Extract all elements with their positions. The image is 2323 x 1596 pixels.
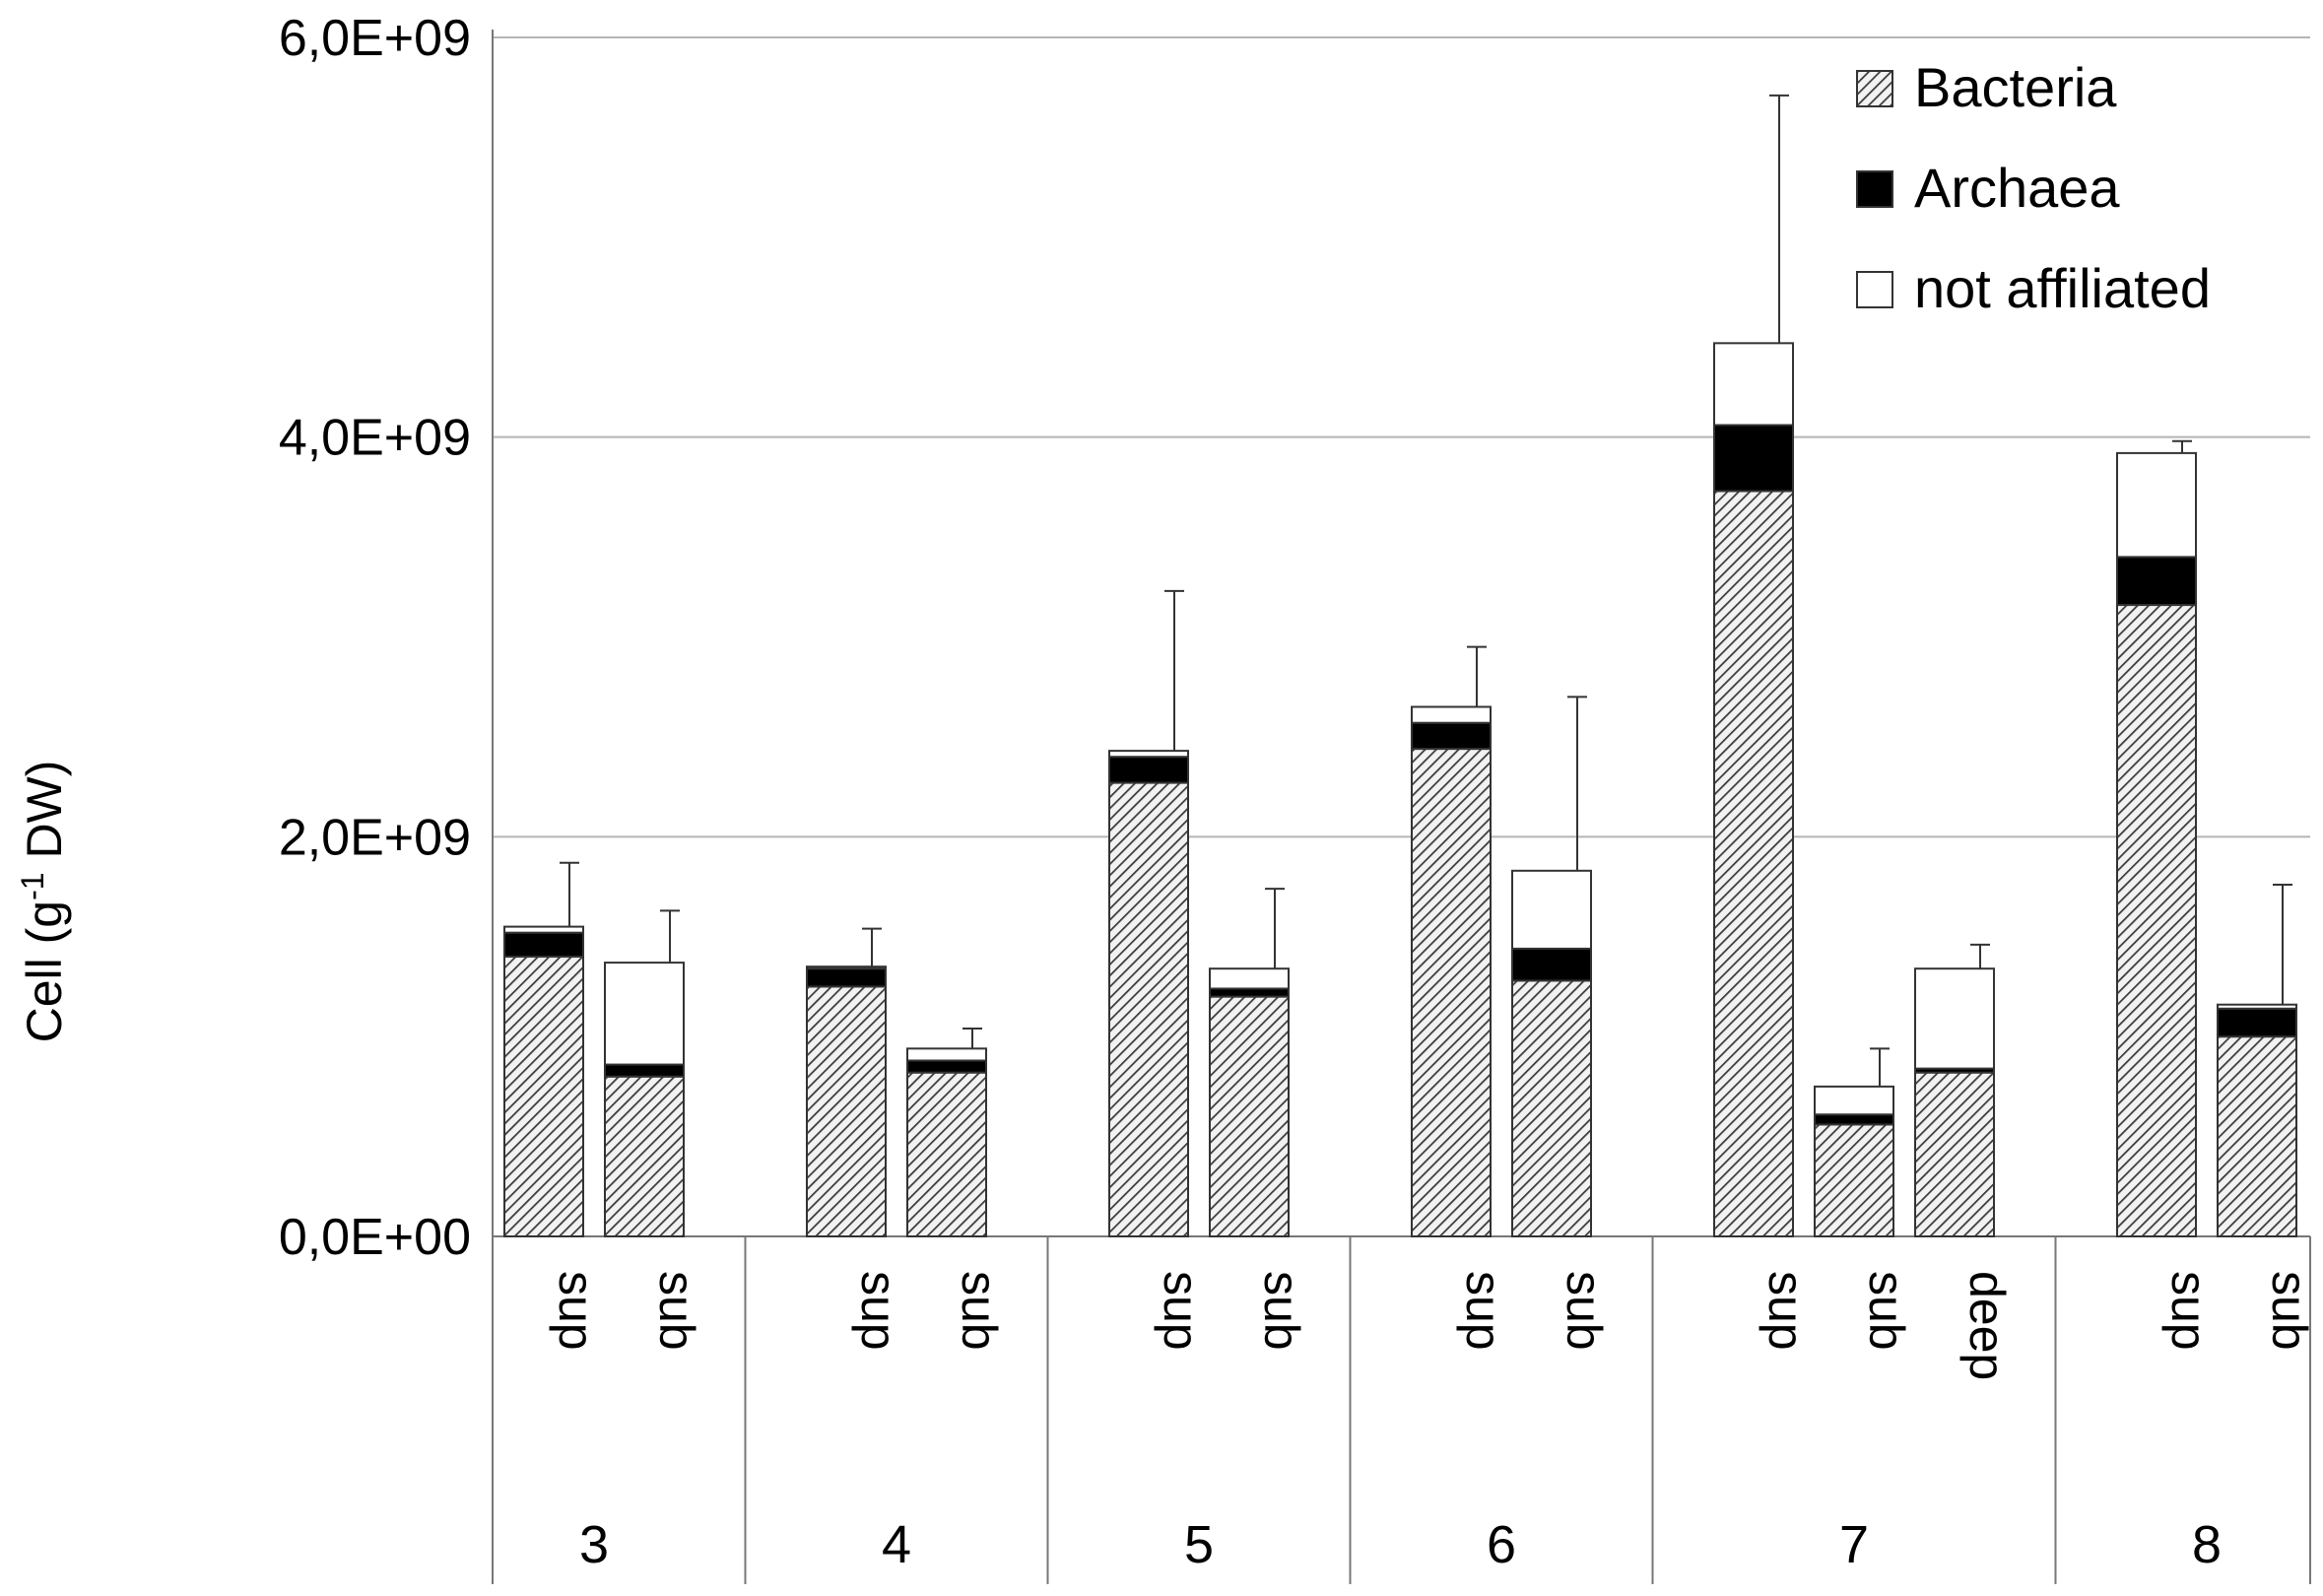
- bar-segment-not-affiliated: [806, 965, 887, 970]
- group-label: 6: [1487, 1515, 1516, 1574]
- category-label: sub: [2262, 1271, 2317, 1351]
- bar-segment-archaea: [1411, 721, 1492, 751]
- bar-segment-archaea: [2217, 1007, 2297, 1038]
- bar-segment-bacteria: [1511, 979, 1592, 1238]
- bar-segment-bacteria: [604, 1075, 685, 1237]
- group-label: 3: [579, 1515, 609, 1574]
- bar-segment-not-affiliated: [1511, 869, 1592, 950]
- group-label: 8: [2192, 1515, 2222, 1574]
- y-tick-labels: 0,0E+00 2,0E+09 4,0E+09 6,0E+09: [279, 10, 471, 1266]
- legend-swatch: [1856, 271, 1893, 308]
- group-label: 5: [1184, 1515, 1214, 1574]
- bar-segment-archaea: [1713, 424, 1794, 493]
- bar-segment-archaea: [503, 931, 584, 959]
- bar-segment-bacteria: [2116, 604, 2197, 1237]
- category-label: sup: [549, 1271, 604, 1351]
- bar-segment-not-affiliated: [1713, 342, 1794, 427]
- group-label: 7: [1839, 1515, 1869, 1574]
- legend-swatch: [1856, 70, 1893, 107]
- bar-segment-not-affiliated: [604, 962, 685, 1066]
- bar-segment-bacteria: [503, 956, 584, 1237]
- bar-segment-not-affiliated: [1209, 967, 1290, 990]
- legend: Bacteria Archaea not affiliated: [1856, 56, 2211, 319]
- bar-segment-bacteria: [1108, 781, 1189, 1238]
- category-label: sup: [2161, 1271, 2217, 1351]
- bar-segment-bacteria: [1411, 748, 1492, 1237]
- gridlines: [493, 36, 2310, 838]
- bar-segment-archaea: [1108, 756, 1189, 784]
- y-axis-label: Cell (g-1 DW): [15, 761, 72, 1043]
- bar-segment-bacteria: [1713, 490, 1794, 1238]
- bar-segment-archaea: [806, 967, 887, 988]
- category-label: sup: [1154, 1271, 1209, 1351]
- category-label: sub: [952, 1271, 1007, 1351]
- category-label: sup: [1456, 1271, 1511, 1351]
- category-label: deep: [1959, 1271, 2015, 1380]
- bar-segment-archaea: [906, 1059, 987, 1074]
- bar-segment-archaea: [1814, 1113, 1894, 1126]
- bar-segment-not-affiliated: [1914, 967, 1995, 1070]
- bar-segment-not-affiliated: [503, 925, 584, 934]
- error-bars: [560, 94, 2292, 1087]
- bars: [503, 342, 2297, 1238]
- axes: [492, 30, 2311, 1584]
- bar-segment-bacteria: [1914, 1071, 1995, 1237]
- bar-segment-not-affiliated: [906, 1047, 987, 1062]
- bar-segment-not-affiliated: [1108, 750, 1189, 759]
- bar-segment-archaea: [604, 1063, 685, 1078]
- bar-segment-not-affiliated: [2217, 1003, 2297, 1010]
- bar-segment-bacteria: [1814, 1123, 1894, 1237]
- category-label: sup: [851, 1271, 906, 1351]
- legend-label: not affiliated: [1914, 257, 2211, 319]
- category-label: sub: [1254, 1271, 1309, 1351]
- bar-segment-archaea: [2116, 556, 2197, 607]
- legend-swatch: [1856, 170, 1893, 208]
- bar-segment-not-affiliated: [1814, 1085, 1894, 1116]
- legend-label: Bacteria: [1914, 56, 2117, 118]
- legend-label: Archaea: [1914, 157, 2120, 219]
- bar-segment-bacteria: [906, 1071, 987, 1237]
- bar-segment-bacteria: [2217, 1035, 2297, 1237]
- y-axis-label-superscript: -1: [15, 872, 50, 899]
- group-labels: 3 4 5 6 7 8: [579, 1515, 2222, 1574]
- bar-segment-not-affiliated: [2116, 451, 2197, 559]
- y-tick-label: 0,0E+00: [279, 1209, 471, 1266]
- bar-segment-not-affiliated: [1411, 705, 1492, 724]
- category-label: sub: [1557, 1271, 1612, 1351]
- category-label: sub: [649, 1271, 704, 1351]
- y-tick-label: 6,0E+09: [279, 10, 471, 67]
- y-tick-label: 2,0E+09: [279, 809, 471, 866]
- bar-segment-bacteria: [806, 985, 887, 1237]
- category-label: sup: [1759, 1271, 1814, 1351]
- category-label: sub: [1859, 1271, 1914, 1351]
- bar-segment-archaea: [1511, 947, 1592, 982]
- y-tick-label: 4,0E+09: [279, 410, 471, 467]
- group-label: 4: [882, 1515, 911, 1574]
- bar-segment-archaea: [1209, 987, 1290, 998]
- category-labels: sup sub sup sub sup sub sup sub sup sub deep sup sub: [549, 1271, 2317, 1380]
- bar-segment-bacteria: [1209, 995, 1290, 1237]
